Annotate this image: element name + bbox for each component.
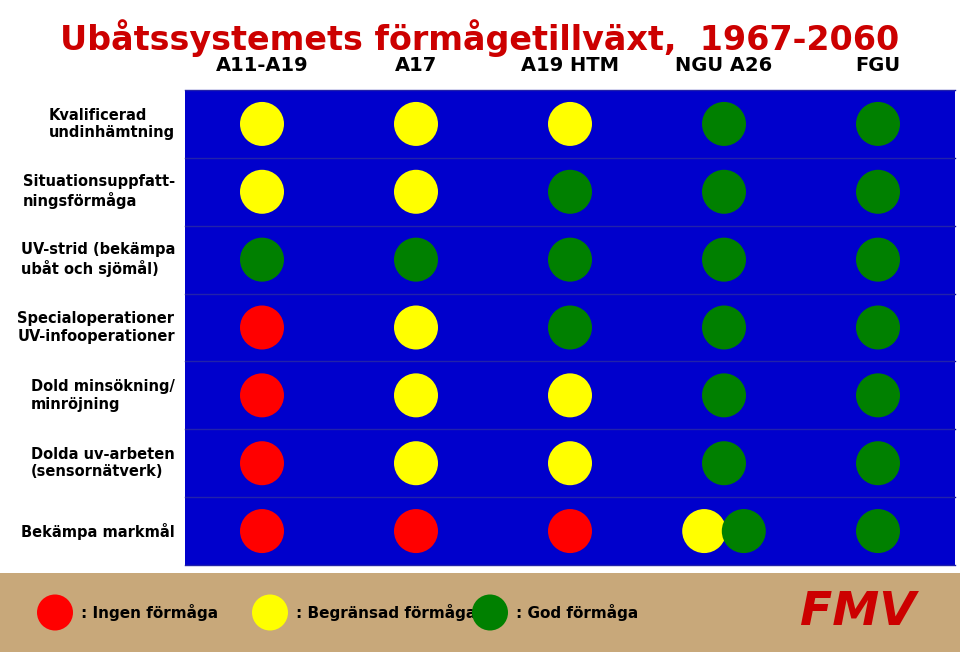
Text: A19 HTM: A19 HTM (521, 56, 619, 75)
Text: NGU A26: NGU A26 (676, 56, 773, 75)
Circle shape (702, 305, 746, 349)
Circle shape (472, 594, 508, 630)
Circle shape (394, 305, 438, 349)
Circle shape (702, 441, 746, 485)
Circle shape (240, 509, 284, 553)
Circle shape (702, 170, 746, 214)
Circle shape (702, 102, 746, 146)
Text: Dold minsökning/
minröjning: Dold minsökning/ minröjning (31, 379, 175, 411)
Text: Bekämpa markmål: Bekämpa markmål (21, 523, 175, 540)
Text: FMV: FMV (800, 590, 916, 635)
Text: FGU: FGU (855, 56, 900, 75)
Circle shape (722, 509, 766, 553)
Circle shape (240, 237, 284, 282)
Text: Ubåtssystemets förmågetillväxt,  1967-2060: Ubåtssystemets förmågetillväxt, 1967-206… (60, 19, 900, 57)
Circle shape (702, 237, 746, 282)
Circle shape (683, 509, 726, 553)
Circle shape (252, 594, 288, 630)
Circle shape (548, 102, 592, 146)
Text: : God förmåga: : God förmåga (516, 604, 638, 621)
Text: : Begränsad förmåga: : Begränsad förmåga (296, 604, 476, 621)
Text: : Ingen förmåga: : Ingen förmåga (81, 604, 218, 621)
Circle shape (394, 441, 438, 485)
Circle shape (394, 509, 438, 553)
Circle shape (394, 373, 438, 417)
Circle shape (856, 373, 900, 417)
Bar (185, 90, 955, 565)
Text: A17: A17 (395, 56, 437, 75)
Circle shape (240, 102, 284, 146)
Circle shape (394, 170, 438, 214)
Circle shape (856, 305, 900, 349)
Circle shape (856, 509, 900, 553)
Text: UV-strid (bekämpa
ubåt och sjömål): UV-strid (bekämpa ubåt och sjömål) (20, 242, 175, 277)
Circle shape (856, 237, 900, 282)
Circle shape (856, 170, 900, 214)
Circle shape (240, 373, 284, 417)
Bar (0, 573, 960, 652)
Circle shape (240, 441, 284, 485)
Text: A11-A19: A11-A19 (216, 56, 308, 75)
Circle shape (856, 441, 900, 485)
Circle shape (856, 102, 900, 146)
Text: Specialoperationer
UV-infooperationer: Specialoperationer UV-infooperationer (17, 311, 175, 344)
Circle shape (702, 373, 746, 417)
Circle shape (394, 102, 438, 146)
Circle shape (548, 305, 592, 349)
Circle shape (37, 594, 73, 630)
Circle shape (548, 237, 592, 282)
Circle shape (394, 237, 438, 282)
Text: Kvalificerad
undinhämtning: Kvalificerad undinhämtning (49, 108, 175, 140)
Circle shape (548, 373, 592, 417)
Circle shape (240, 170, 284, 214)
Circle shape (240, 305, 284, 349)
Circle shape (548, 441, 592, 485)
Text: Dolda uv-arbeten
(sensornätverk): Dolda uv-arbeten (sensornätverk) (32, 447, 175, 479)
Circle shape (548, 509, 592, 553)
Text: Situationsuppfatt-
ningsförmåga: Situationsuppfatt- ningsförmåga (23, 175, 175, 209)
Circle shape (548, 170, 592, 214)
